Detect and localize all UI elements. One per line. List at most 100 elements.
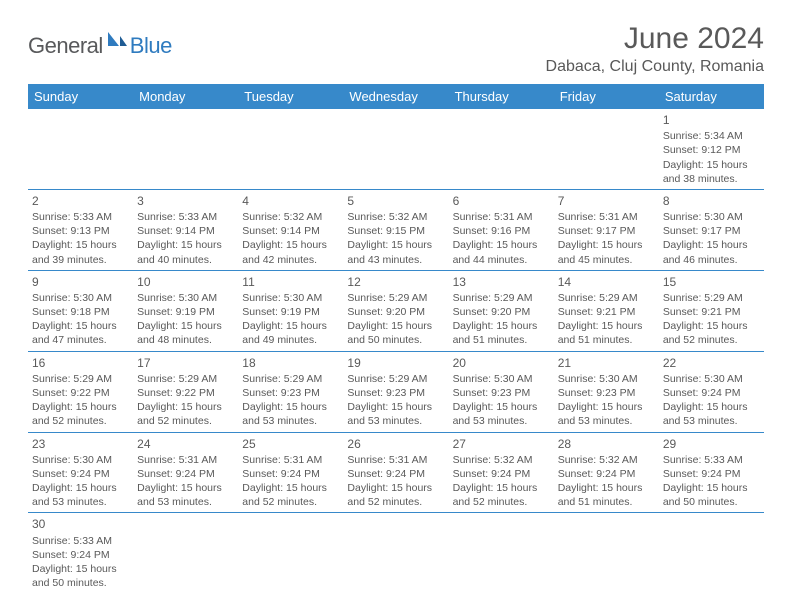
sunset-line: Sunset: 9:21 PM [663,305,760,319]
day-header: Wednesday [343,84,448,109]
sunset-line: Sunset: 9:13 PM [32,224,129,238]
day-number: 21 [558,355,655,371]
calendar-day: 7Sunrise: 5:31 AMSunset: 9:17 PMDaylight… [554,189,659,270]
daylight-line: Daylight: 15 hours and 48 minutes. [137,319,234,347]
sunset-line: Sunset: 9:12 PM [663,143,760,157]
calendar-day-empty [449,513,554,593]
sunset-line: Sunset: 9:24 PM [347,467,444,481]
sunset-line: Sunset: 9:14 PM [137,224,234,238]
sunrise-line: Sunrise: 5:30 AM [453,372,550,386]
day-header: Tuesday [238,84,343,109]
sunrise-line: Sunrise: 5:32 AM [347,210,444,224]
calendar-day: 14Sunrise: 5:29 AMSunset: 9:21 PMDayligh… [554,270,659,351]
sunset-line: Sunset: 9:18 PM [32,305,129,319]
daylight-line: Daylight: 15 hours and 45 minutes. [558,238,655,266]
calendar-week: 16Sunrise: 5:29 AMSunset: 9:22 PMDayligh… [28,351,764,432]
day-number: 29 [663,436,760,452]
day-number: 15 [663,274,760,290]
day-number: 24 [137,436,234,452]
calendar-day: 10Sunrise: 5:30 AMSunset: 9:19 PMDayligh… [133,270,238,351]
calendar-body: 1Sunrise: 5:34 AMSunset: 9:12 PM Daylight… [28,109,764,593]
sunset-line: Sunset: 9:22 PM [137,386,234,400]
calendar-day: 26Sunrise: 5:31 AMSunset: 9:24 PMDayligh… [343,432,448,513]
sunset-line: Sunset: 9:24 PM [32,467,129,481]
sunset-line: Sunset: 9:20 PM [347,305,444,319]
calendar-day: 29Sunrise: 5:33 AMSunset: 9:24 PMDayligh… [659,432,764,513]
logo-text-main: General [28,33,103,59]
calendar-table: SundayMondayTuesdayWednesdayThursdayFrid… [28,84,764,593]
calendar-day-empty [343,109,448,189]
daylight-line: Daylight: 15 hours and 52 minutes. [453,481,550,509]
daylight-line: Daylight: 15 hours and 52 minutes. [137,400,234,428]
daylight-line: Daylight: 15 hours and 53 minutes. [32,481,129,509]
day-number: 10 [137,274,234,290]
day-number: 28 [558,436,655,452]
sunrise-line: Sunrise: 5:29 AM [32,372,129,386]
sunset-line: Sunset: 9:24 PM [137,467,234,481]
sunrise-line: Sunrise: 5:29 AM [558,291,655,305]
sunset-line: Sunset: 9:19 PM [137,305,234,319]
calendar-week: 1Sunrise: 5:34 AMSunset: 9:12 PMDaylight… [28,109,764,189]
sunrise-line: Sunrise: 5:30 AM [32,453,129,467]
day-number: 1 [663,112,760,128]
daylight-line: Daylight: 15 hours and 44 minutes. [453,238,550,266]
day-number: 27 [453,436,550,452]
sunset-line: Sunset: 9:14 PM [242,224,339,238]
day-number: 20 [453,355,550,371]
sunset-line: Sunset: 9:15 PM [347,224,444,238]
calendar-day: 16Sunrise: 5:29 AMSunset: 9:22 PMDayligh… [28,351,133,432]
calendar-day: 8Sunrise: 5:30 AMSunset: 9:17 PMDaylight… [659,189,764,270]
daylight-line: Daylight: 15 hours and 53 minutes. [347,400,444,428]
day-number: 11 [242,274,339,290]
sunset-line: Sunset: 9:23 PM [347,386,444,400]
calendar-week: 2Sunrise: 5:33 AMSunset: 9:13 PMDaylight… [28,189,764,270]
sunset-line: Sunset: 9:23 PM [558,386,655,400]
sunrise-line: Sunrise: 5:33 AM [32,210,129,224]
calendar-day-empty [238,109,343,189]
sunset-line: Sunset: 9:19 PM [242,305,339,319]
daylight-line: Daylight: 15 hours and 42 minutes. [242,238,339,266]
daylight-line: Daylight: 15 hours and 52 minutes. [663,319,760,347]
day-header: Thursday [449,84,554,109]
logo: General Blue [28,30,172,59]
sunset-line: Sunset: 9:20 PM [453,305,550,319]
calendar-day: 6Sunrise: 5:31 AMSunset: 9:16 PMDaylight… [449,189,554,270]
sunrise-line: Sunrise: 5:30 AM [32,291,129,305]
title-block: June 2024 Dabaca, Cluj County, Romania [546,22,764,76]
sunrise-line: Sunrise: 5:31 AM [242,453,339,467]
sunrise-line: Sunrise: 5:34 AM [663,129,760,143]
sunset-line: Sunset: 9:17 PM [663,224,760,238]
sunrise-line: Sunrise: 5:29 AM [137,372,234,386]
sunrise-line: Sunrise: 5:29 AM [453,291,550,305]
calendar-day-empty [343,513,448,593]
calendar-week: 9Sunrise: 5:30 AMSunset: 9:18 PM Daylight… [28,270,764,351]
day-number: 12 [347,274,444,290]
calendar-week: 30Sunrise: 5:33 AMSunset: 9:24 PMDayligh… [28,513,764,593]
sunrise-line: Sunrise: 5:30 AM [558,372,655,386]
day-number: 8 [663,193,760,209]
sunrise-line: Sunrise: 5:33 AM [137,210,234,224]
calendar-day: 17Sunrise: 5:29 AMSunset: 9:22 PMDayligh… [133,351,238,432]
sunrise-line: Sunrise: 5:31 AM [137,453,234,467]
daylight-line: Daylight: 15 hours and 53 minutes. [242,400,339,428]
daylight-line: Daylight: 15 hours and 39 minutes. [32,238,129,266]
daylight-line: Daylight: 15 hours and 50 minutes. [32,562,129,590]
daylight-line: Daylight: 15 hours and 52 minutes. [347,481,444,509]
sunset-line: Sunset: 9:17 PM [558,224,655,238]
daylight-line: Daylight: 15 hours and 52 minutes. [32,400,129,428]
sunset-line: Sunset: 9:24 PM [558,467,655,481]
day-number: 5 [347,193,444,209]
calendar-day: 13Sunrise: 5:29 AMSunset: 9:20 PMDayligh… [449,270,554,351]
calendar-day: 5Sunrise: 5:32 AMSunset: 9:15 PMDaylight… [343,189,448,270]
daylight-line: Daylight: 15 hours and 52 minutes. [242,481,339,509]
sunset-line: Sunset: 9:21 PM [558,305,655,319]
sunset-line: Sunset: 9:24 PM [242,467,339,481]
day-number: 9 [32,274,129,290]
calendar-day: 12Sunrise: 5:29 AMSunset: 9:20 PMDayligh… [343,270,448,351]
sunrise-line: Sunrise: 5:29 AM [347,372,444,386]
daylight-line: Daylight: 15 hours and 51 minutes. [558,481,655,509]
day-number: 22 [663,355,760,371]
day-number: 26 [347,436,444,452]
sunset-line: Sunset: 9:16 PM [453,224,550,238]
daylight-line: Daylight: 15 hours and 51 minutes. [453,319,550,347]
